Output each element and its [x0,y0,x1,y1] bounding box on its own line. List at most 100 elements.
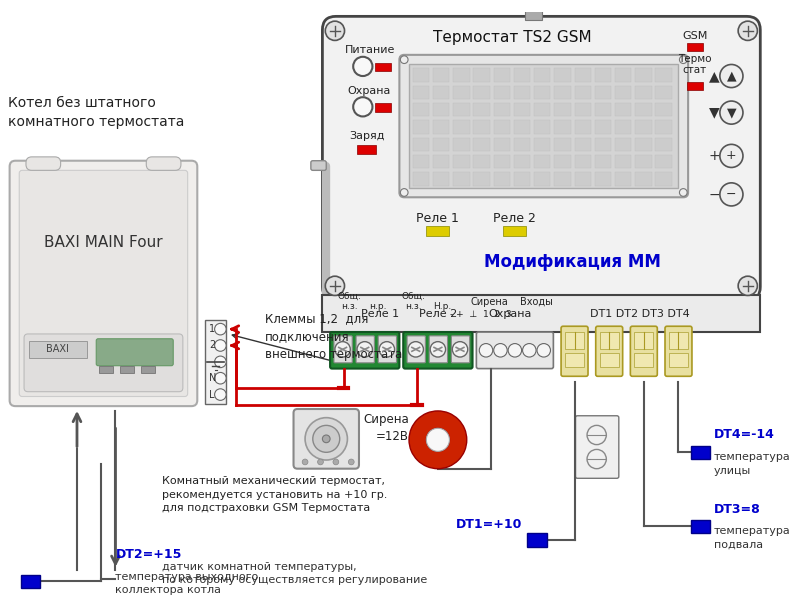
FancyBboxPatch shape [24,334,183,392]
Bar [534,138,550,151]
Bar [454,173,470,186]
Bar [669,353,688,367]
Bar [554,103,570,117]
Bar [433,103,450,117]
Bar [474,138,490,151]
Circle shape [720,144,743,168]
Bar [635,68,651,82]
Circle shape [214,373,226,384]
Circle shape [479,344,493,357]
Text: Питание: Питание [346,45,396,55]
FancyBboxPatch shape [430,336,447,363]
Bar [594,68,611,82]
Text: 2: 2 [209,341,215,351]
Bar [655,138,672,151]
Bar [454,103,470,117]
Bar [655,173,672,186]
Bar [634,353,654,367]
FancyBboxPatch shape [378,336,397,363]
Bar [534,173,550,186]
Bar [635,138,651,151]
Bar [635,155,651,168]
FancyBboxPatch shape [322,17,760,300]
Bar [574,103,591,117]
Circle shape [333,459,338,465]
Bar [413,103,430,117]
FancyBboxPatch shape [330,332,399,368]
Bar [413,68,430,82]
Bar [691,519,710,533]
Circle shape [679,188,687,196]
Text: BAXI: BAXI [46,344,69,354]
Bar [525,0,542,20]
Bar [413,138,430,151]
Circle shape [305,418,347,460]
FancyBboxPatch shape [294,409,359,468]
Circle shape [302,459,308,465]
Bar [615,103,631,117]
Circle shape [214,389,226,400]
Circle shape [326,276,345,295]
FancyBboxPatch shape [630,326,658,376]
Text: Котел без штатного
комнатного термостата: Котел без штатного комнатного термостата [8,96,184,130]
Circle shape [353,97,373,117]
Circle shape [430,341,446,357]
Bar [599,332,619,349]
FancyBboxPatch shape [476,332,554,368]
Bar [514,68,530,82]
Bar [534,85,550,99]
Text: Термо
стат: Термо стат [678,53,711,76]
Bar [433,120,450,134]
Text: +: + [708,149,720,163]
Text: ▼: ▼ [726,106,736,119]
Text: Реле 2: Реле 2 [418,309,457,319]
Bar [474,85,490,99]
Bar [655,155,672,168]
Bar [635,173,651,186]
Text: температура
улицы: температура улицы [714,453,791,475]
Bar [494,155,510,168]
Circle shape [537,344,550,357]
Bar [474,155,490,168]
Text: BAXI MAIN Four: BAXI MAIN Four [44,235,162,250]
Bar [655,85,672,99]
Text: Охрана: Охрана [488,309,532,319]
Bar [527,533,546,546]
Bar [142,366,155,373]
Text: н.р.: н.р. [370,302,387,311]
Bar [413,173,430,186]
Bar [514,120,530,134]
Bar [565,353,584,367]
Bar [454,155,470,168]
Text: Клеммы 1,2  для
подключения
внешнего термостата: Клеммы 1,2 для подключения внешнего терм… [265,313,402,361]
Bar [554,173,570,186]
Bar [594,173,611,186]
Circle shape [679,56,687,63]
FancyBboxPatch shape [311,161,326,170]
FancyBboxPatch shape [356,336,374,363]
Circle shape [738,276,758,295]
Bar [426,226,450,236]
Circle shape [408,341,423,357]
Text: L: L [209,389,214,400]
Bar [454,68,470,82]
Bar [655,103,672,117]
Circle shape [494,344,507,357]
Bar [21,575,41,588]
Text: Общ.
н.з.: Общ. н.з. [338,292,362,311]
Bar [534,155,550,168]
Bar [554,68,570,82]
FancyBboxPatch shape [561,326,588,376]
FancyBboxPatch shape [665,326,692,376]
Bar [120,366,134,373]
Bar [594,103,611,117]
Bar [494,68,510,82]
FancyBboxPatch shape [96,339,174,366]
Circle shape [508,344,522,357]
Bar [322,295,760,332]
Text: −: − [708,187,720,201]
Bar [615,173,631,186]
Text: Н.р.: Н.р. [434,302,452,311]
Bar [687,44,702,51]
Text: температура выходного
коллектора котла: температура выходного коллектора котла [115,572,258,595]
